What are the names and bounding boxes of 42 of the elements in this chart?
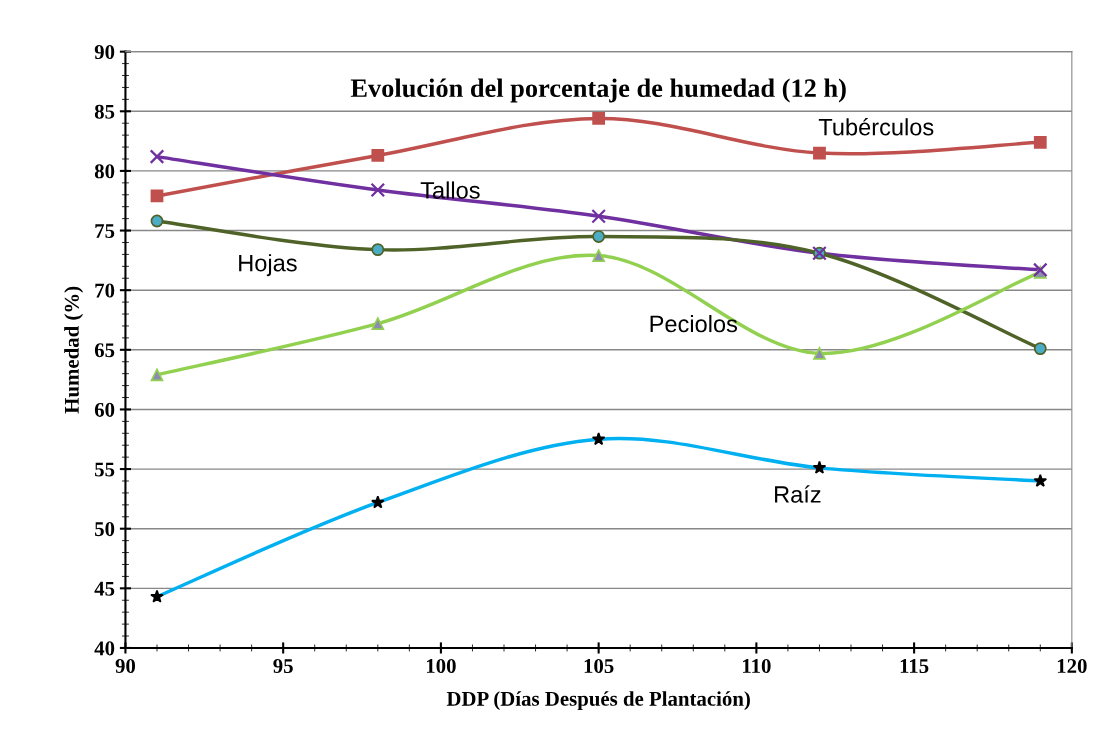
point (592, 249, 606, 262)
x-axis-title: DDP (Días Después de Plantación) (446, 691, 750, 711)
series-label: Raíz (775, 485, 821, 503)
point (371, 317, 385, 330)
point (591, 208, 606, 224)
text: Evolución del porcentaje de humedad (12 h) (350, 78, 846, 103)
y-tick-label: 90 (94, 45, 115, 60)
x-tick-label: 100 (426, 658, 456, 674)
x-tick-label: 105 (584, 658, 614, 674)
y-tick-label: 85 (94, 104, 115, 119)
y-tick-label: 40 (94, 641, 115, 656)
point (370, 182, 386, 198)
point (371, 149, 385, 162)
point (150, 189, 164, 203)
x-tick-label: 90 (115, 658, 136, 674)
x-tick-label: 95 (273, 659, 293, 674)
x-tick-label: 115 (900, 659, 929, 674)
x-tick-label: 120 (1057, 658, 1087, 674)
y-tick-label: 45 (94, 581, 115, 596)
y-tick-label: 60 (94, 402, 115, 417)
point (149, 149, 165, 164)
y-tick-label: 50 (95, 522, 115, 537)
series-label: Tallos (420, 181, 480, 199)
y-tick-label: 70 (95, 283, 115, 298)
series-label: Hojas (239, 254, 297, 277)
series-label: Tubérculos (818, 117, 934, 136)
y-axis-title: Humedad (%) (64, 286, 84, 414)
x-tick-label: 110 (742, 658, 771, 674)
y-tick-label: 65 (94, 343, 115, 358)
series-label: Peciolos (650, 314, 738, 333)
point (371, 243, 385, 257)
point (592, 112, 606, 125)
point (150, 214, 164, 228)
point (1033, 135, 1047, 149)
y-tick-label: 80 (94, 164, 115, 179)
point (813, 146, 826, 160)
point (1033, 342, 1047, 356)
point (150, 368, 164, 382)
point (592, 230, 606, 243)
y-tick-label: 75 (95, 224, 115, 238)
point (813, 346, 826, 360)
y-tick-label: 55 (95, 462, 115, 477)
